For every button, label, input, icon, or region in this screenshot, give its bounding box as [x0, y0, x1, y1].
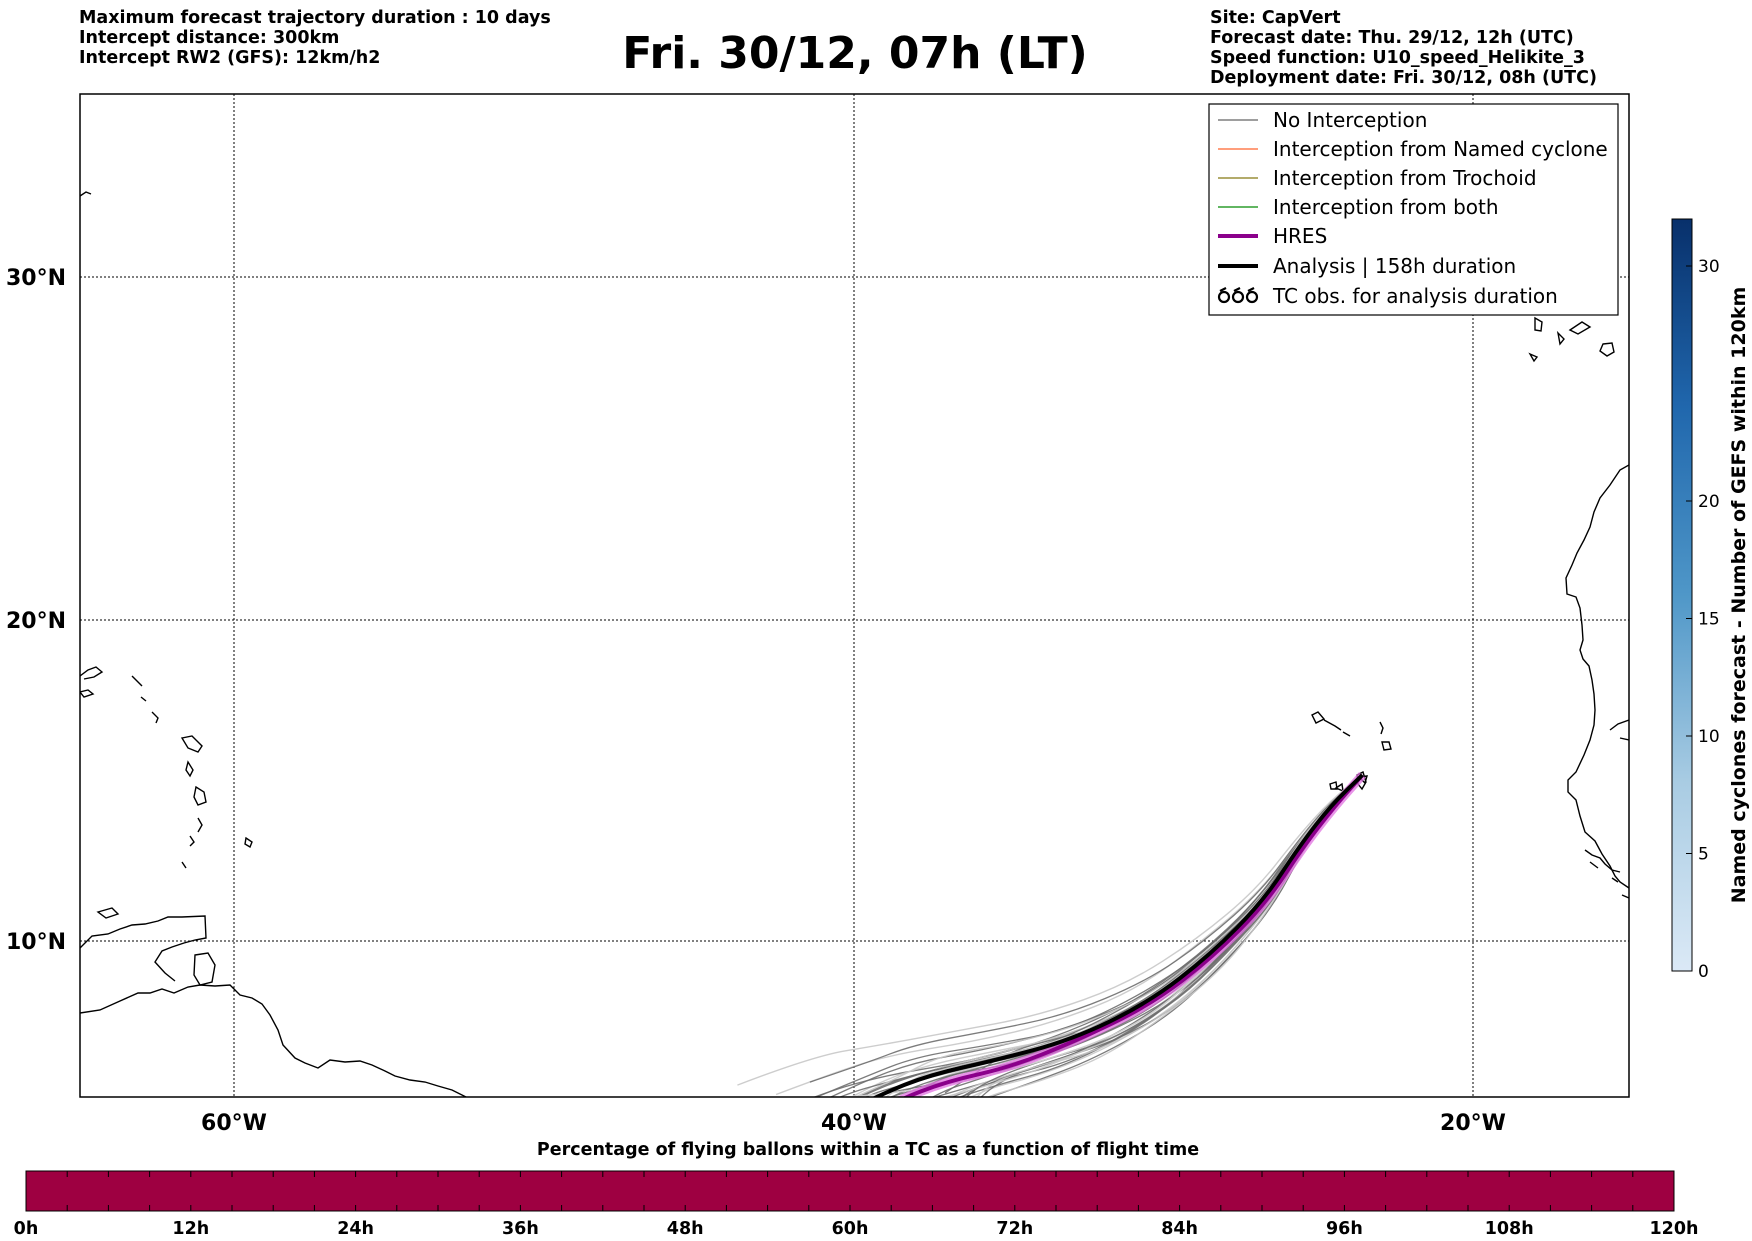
colorbar-ticks: 0 5 10 15 20 30 — [1686, 257, 1720, 982]
ensemble-member-line — [809, 774, 1363, 1083]
coast-cape-verde-8 — [1334, 782, 1344, 793]
cyclone-symbols-icon — [1217, 287, 1259, 304]
colorbar-gradient — [1671, 218, 1693, 972]
forecast-parameters: Maximum forecast trajectory duration : 1… — [79, 8, 551, 68]
colorbar-tick-label: 20 — [1698, 492, 1720, 512]
legend-label-no-interception: No Interception — [1273, 108, 1427, 132]
map-title: Fri. 30/12, 07h (LT) — [622, 28, 1088, 79]
longitude-labels: 60°W 40°W 20°W — [201, 1111, 1506, 1136]
coast-africa-islands — [1584, 849, 1629, 899]
coast-grenada — [181, 861, 187, 869]
max-duration-text: Maximum forecast trajectory duration : 1… — [79, 8, 551, 28]
legend-label-both: Interception from both — [1273, 195, 1499, 219]
coast-caribbean-small — [96, 907, 120, 919]
colorbar-tick-label: 15 — [1698, 610, 1720, 630]
coast-canaries-2 — [1556, 330, 1565, 346]
analysis-line — [872, 773, 1364, 1097]
coast-cape-verde-4 — [1379, 721, 1384, 735]
flight-time-bar-tick-label: 120h — [1650, 1219, 1699, 1239]
site-info: Site: CapVert Forecast date: Thu. 29/12,… — [1210, 8, 1597, 88]
flight-time-bar-ticks: 0h 12h 24h 36h 48h 60h 72h 84h 96h 108h 120h — [14, 1219, 1699, 1239]
ensemble-member-line — [853, 774, 1363, 1097]
flight-time-bar-tick-label: 48h — [667, 1219, 704, 1239]
lat-label-10n: 10°N — [6, 930, 66, 955]
coast-leeward-3 — [151, 711, 159, 724]
coast-leeward-2 — [140, 696, 147, 702]
analysis-trajectory — [872, 773, 1364, 1097]
coast-venezuela-north — [80, 915, 207, 982]
deployment-date-text: Deployment date: Fri. 30/12, 08h (UTC) — [1210, 68, 1597, 88]
coast-azores-edge — [80, 191, 92, 197]
colorbar-tick-label: 10 — [1698, 727, 1720, 747]
coast-cape-verde-5 — [1381, 741, 1392, 751]
speed-function-text: Speed function: U10_speed_Helikite_3 — [1210, 48, 1585, 68]
map-frame — [79, 93, 1630, 1098]
coast-dominica — [185, 760, 194, 778]
graticule — [80, 94, 1629, 1097]
flight-time-bar-tick-label: 60h — [832, 1219, 869, 1239]
lon-label-40w: 40°W — [821, 1111, 887, 1136]
coast-africa — [1565, 464, 1629, 889]
legend-box — [1208, 103, 1619, 316]
flight-time-bar-tick-label: 72h — [996, 1219, 1033, 1239]
colorbar-tick-label: 30 — [1698, 257, 1720, 277]
ensemble-member-line — [737, 774, 1363, 1086]
legend: No Interception Interception from Named … — [1208, 103, 1619, 316]
lon-label-60w: 60°W — [201, 1111, 267, 1136]
lat-label-20n: 20°N — [6, 609, 66, 634]
colorbar-tick-label: 5 — [1698, 845, 1709, 865]
flight-time-bar-tick-label: 96h — [1326, 1219, 1363, 1239]
cyclone-colorbar: 0 5 10 15 20 30 Named cyclones forecast - Num… — [1671, 218, 1750, 982]
legend-label-tc-obs: TC obs. for analysis duration — [1272, 284, 1558, 308]
lat-label-30n: 30°N — [6, 266, 66, 291]
legend-label-named-cyclone: Interception from Named cyclone — [1273, 137, 1608, 161]
coast-martinique — [193, 785, 207, 806]
lon-label-20w: 20°W — [1440, 1111, 1506, 1136]
coast-barbados — [244, 836, 253, 849]
flight-time-bar-fill — [25, 1170, 1675, 1212]
coast-cape-verde-3 — [1342, 731, 1351, 737]
flight-time-bar: Percentage of flying ballons within a TC… — [14, 1140, 1699, 1239]
flight-time-bar-tick-label: 84h — [1161, 1219, 1198, 1239]
coast-south-america — [80, 984, 467, 1097]
legend-label-trochoid: Interception from Trochoid — [1273, 166, 1537, 190]
hres-line — [902, 773, 1364, 1097]
coastlines — [80, 191, 1629, 1097]
forecast-date-text: Forecast date: Thu. 29/12, 12h (UTC) — [1210, 28, 1574, 48]
flight-time-bar-tick-label: 108h — [1485, 1219, 1534, 1239]
hres-trajectory — [896, 772, 1366, 1097]
flight-time-bar-minor-ticks — [66, 1171, 1634, 1211]
flight-time-bar-title: Percentage of flying ballons within a TC… — [537, 1140, 1199, 1160]
colorbar-tick-label: 0 — [1698, 962, 1709, 982]
coast-canaries-3 — [1568, 321, 1592, 335]
flight-time-bar-tick-label: 12h — [172, 1219, 209, 1239]
intercept-distance-text: Intercept distance: 300km — [79, 28, 340, 48]
coast-st-lucia — [197, 817, 203, 833]
flight-time-bar-tick-label: 24h — [337, 1219, 374, 1239]
coast-hispaniola-edge — [80, 689, 95, 698]
latitude-labels: 30°N 20°N 10°N — [6, 266, 66, 955]
coast-st-vincent — [189, 835, 195, 847]
site-text: Site: CapVert — [1210, 8, 1341, 28]
coast-west-africa-tip — [1609, 719, 1629, 741]
coast-cuba-edge — [80, 666, 104, 680]
coast-canaries-5 — [1528, 352, 1539, 363]
coast-canaries-1 — [1534, 316, 1543, 332]
flight-time-bar-tick-label: 0h — [14, 1219, 39, 1239]
coast-leeward-1 — [131, 675, 143, 687]
coast-cape-verde-2 — [1323, 719, 1342, 731]
legend-label-analysis: Analysis | 158h duration — [1273, 254, 1516, 278]
coast-canaries-4 — [1599, 342, 1615, 357]
coast-cape-verde-1 — [1311, 711, 1326, 724]
coast-trinidad — [193, 952, 216, 986]
flight-time-bar-tick-label: 36h — [502, 1219, 539, 1239]
coast-guadeloupe — [180, 735, 203, 753]
colorbar-label: Named cyclones forecast - Number of GEFS… — [1728, 287, 1750, 904]
intercept-rw2-text: Intercept RW2 (GFS): 12km/h2 — [79, 48, 381, 68]
legend-label-hres: HRES — [1273, 224, 1327, 248]
